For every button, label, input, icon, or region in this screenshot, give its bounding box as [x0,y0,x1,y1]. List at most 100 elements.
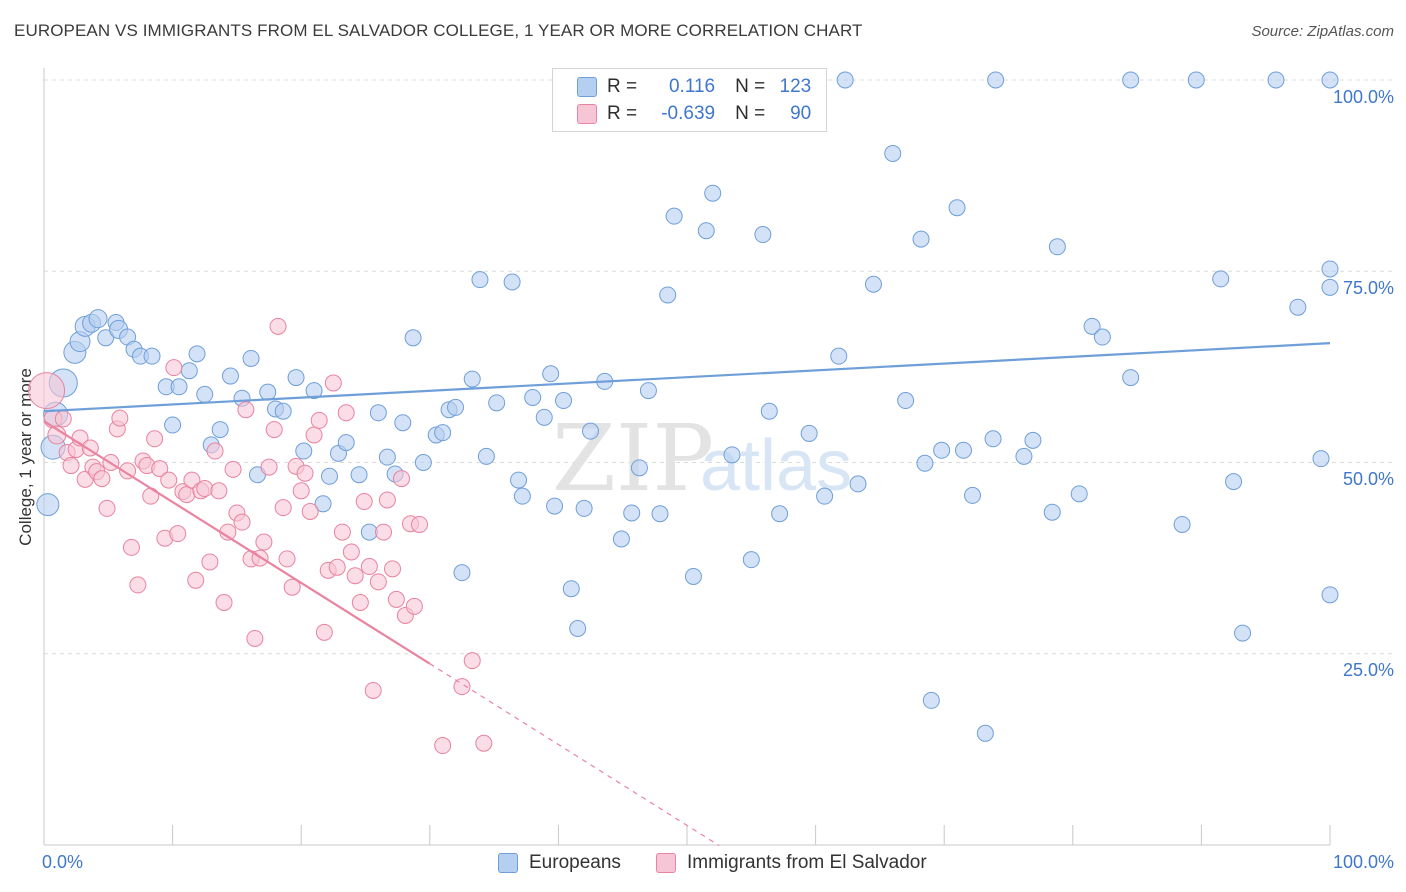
data-point [269,317,287,335]
data-point [215,593,233,611]
data-point [210,482,228,500]
y-tick-label-50: 50.0% [1342,469,1394,489]
data-point [546,497,564,515]
bottom-legend: Europeans Immigrants from El Salvador [0,852,1406,878]
data-point [310,411,328,429]
data-point [394,414,412,432]
data-point [404,329,422,347]
data-point [912,230,930,248]
data-point [369,404,387,422]
data-point [836,71,854,89]
data-point [62,457,80,475]
data-point [97,329,115,347]
data-point [201,553,219,571]
data-point [659,286,677,304]
data-point [1212,270,1230,288]
data-point [1321,71,1339,89]
data-point [434,424,452,442]
data-point [612,530,630,548]
data-point [278,550,296,568]
chart-title: EUROPEAN VS IMMIGRANTS FROM EL SALVADOR … [14,21,863,40]
data-point [211,421,229,439]
data-point [1043,503,1061,521]
data-point [255,533,273,551]
x-tick-label-min: 0.0% [42,852,84,872]
data-point [88,309,108,329]
data-point [378,448,396,466]
legend-n-label: N = [735,76,766,97]
data-point [575,499,593,517]
data-point [260,458,278,476]
data-point [265,421,283,439]
data-point [1267,71,1285,89]
data-point [510,471,528,489]
data-point [242,349,260,367]
data-point [378,491,396,509]
data-point [1312,450,1330,468]
y-tick-label-100: 100.0% [1332,87,1394,107]
data-point [206,442,224,460]
data-point [916,454,934,472]
data-point [393,470,411,488]
legend-r-value: -0.639 [661,103,716,124]
legend-r-label: R = [607,76,638,97]
data-point [93,470,111,488]
data-point [221,367,239,385]
data-point [754,226,772,244]
data-point [324,374,342,392]
data-point [314,495,332,513]
data-point [188,345,206,363]
data-point [283,578,301,596]
data-point [463,652,481,670]
data-point [411,515,429,533]
data-point [355,493,373,511]
data-point [375,523,393,541]
trend-lines [43,342,1331,847]
data-point [976,724,994,742]
data-point [513,487,531,505]
x-tick-label-max: 100.0% [1332,852,1394,872]
data-point [237,401,255,419]
data-point [160,471,178,489]
data-point [453,564,471,582]
data-point [346,567,364,585]
data-point [384,560,402,578]
data-point [704,184,722,202]
data-point [639,382,657,400]
data-point [503,273,521,291]
data-point [170,378,188,396]
data-point [122,538,140,556]
y-tick-label-75: 75.0% [1342,278,1394,298]
data-point [364,681,382,699]
data-point [360,558,378,576]
data-point [337,404,355,422]
data-point [864,275,882,293]
y-tick-label-25: 25.0% [1342,660,1394,680]
data-point [684,567,702,585]
data-point [28,372,66,410]
data-point [665,207,683,225]
data-point [453,678,471,696]
data-point [98,499,116,517]
data-point [1289,298,1307,316]
data-point [351,593,369,611]
data-point [111,409,129,427]
data-point [897,392,915,410]
data-point [447,398,465,416]
data-point [360,523,378,541]
data-point [1070,485,1088,503]
data-point [816,487,834,505]
data-point [180,362,198,380]
data-point [948,199,966,217]
data-point [488,394,506,412]
data-point [651,505,669,523]
data-point [296,464,314,482]
data-point [987,71,1005,89]
data-point [623,504,641,522]
data-point [196,480,214,498]
legend-row-immigrants: R = -0.639 N = 90 [577,101,811,127]
data-point [963,486,981,504]
data-point [337,434,355,452]
bottom-legend-label: Europeans [529,852,621,873]
